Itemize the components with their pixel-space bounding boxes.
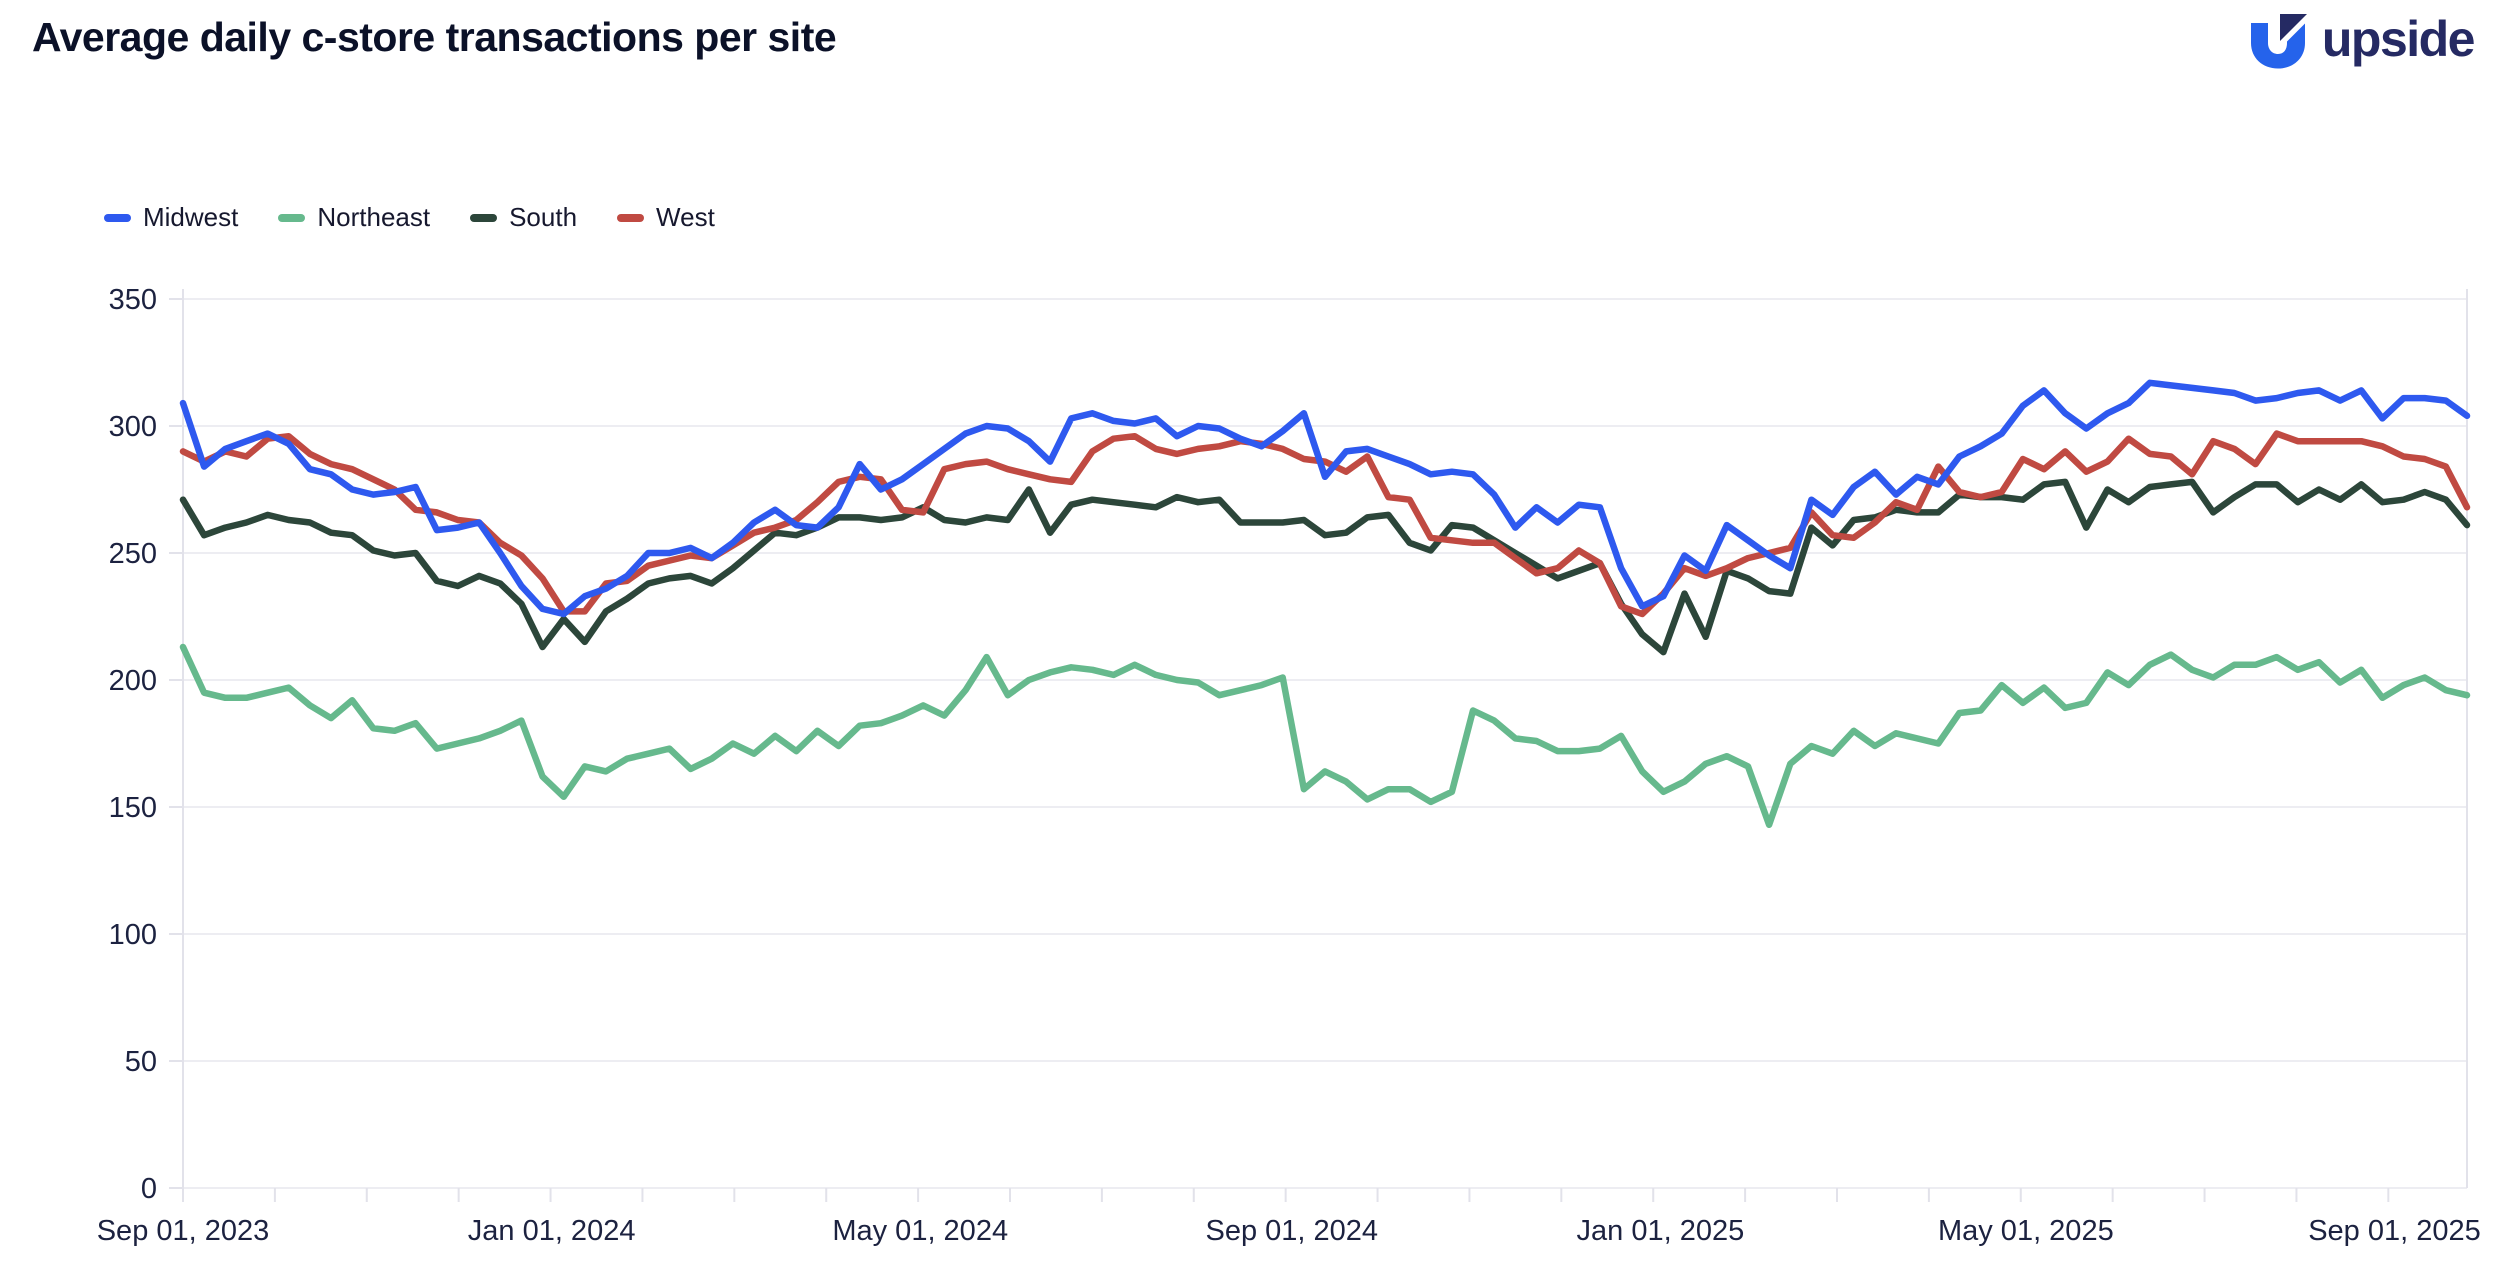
chart-legend: Midwest Northeast South West	[104, 202, 715, 233]
x-axis-label: Sep 01, 2024	[1206, 1215, 1379, 1247]
y-axis-label-200: 200	[109, 665, 157, 697]
y-axis-label-300: 300	[109, 411, 157, 443]
legend-item-west[interactable]: West	[617, 202, 715, 233]
y-axis-label-350: 350	[109, 284, 157, 316]
upside-logo-icon	[2250, 14, 2307, 69]
x-axis-label: Sep 01, 2025	[2308, 1215, 2481, 1247]
x-axis-label: May 01, 2024	[832, 1215, 1008, 1247]
legend-item-midwest[interactable]: Midwest	[104, 202, 238, 233]
x-axis-label: Sep 01, 2023	[97, 1215, 270, 1247]
series-line-northeast	[179, 643, 2471, 829]
legend-swatch-west	[617, 213, 645, 222]
y-axis-label-0: 0	[141, 1173, 157, 1205]
legend-label: Midwest	[143, 202, 239, 232]
y-axis-label-100: 100	[109, 919, 157, 951]
y-axis-label-50: 50	[125, 1046, 157, 1078]
x-axis-label: Jan 01, 2025	[1577, 1215, 1745, 1247]
legend-swatch-midwest	[104, 213, 131, 222]
series-line-midwest	[179, 379, 2471, 618]
legend-item-south[interactable]: South	[470, 202, 577, 233]
legend-item-northeast[interactable]: Northeast	[278, 202, 430, 233]
x-axis-label: May 01, 2025	[1938, 1215, 2114, 1247]
page-title: Average daily c-store transactions per s…	[32, 14, 837, 60]
y-axis-label-250: 250	[109, 538, 157, 570]
upside-logo: upside	[2246, 10, 2476, 74]
legend-swatch-northeast	[278, 213, 306, 222]
series-line-south	[179, 478, 2471, 656]
y-axis-label-150: 150	[109, 792, 157, 824]
x-axis-label: Jan 01, 2024	[468, 1215, 636, 1247]
upside-logo-text: upside	[2321, 11, 2476, 67]
legend-label: South	[509, 202, 578, 232]
legend-label: West	[656, 202, 715, 232]
legend-swatch-south	[470, 213, 498, 222]
legend-label: Northeast	[317, 202, 431, 232]
